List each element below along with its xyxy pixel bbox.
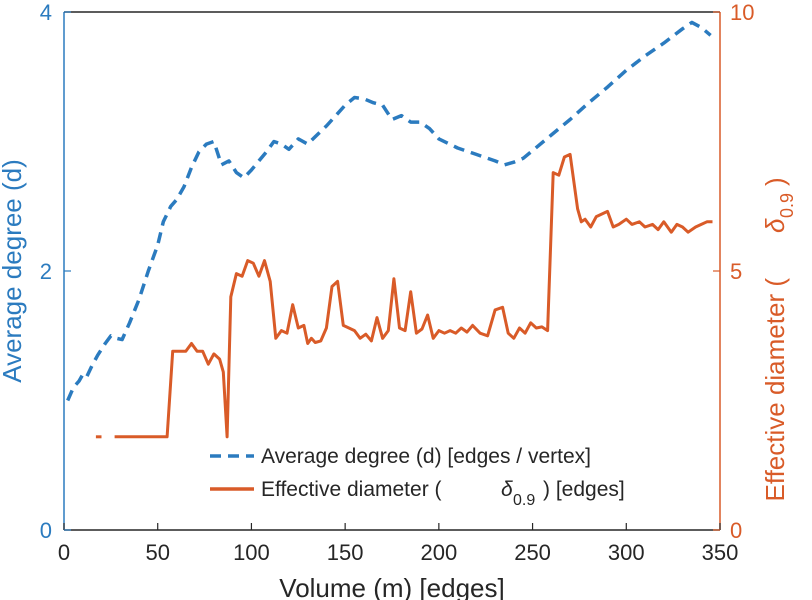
x-ticks: 0 50 100 150 200 250 300 350 [58,523,738,565]
series-group [66,20,713,439]
x-tick-label: 300 [608,540,645,565]
legend-entry-eff-diameter-post: ) [edges] [543,478,625,501]
y-left-ticks: 0 2 4 [40,0,71,543]
y-right-tick-label: 5 [730,259,742,284]
legend-entry-eff-diameter-symbol: δ [501,478,513,501]
y-right-axis-label-sub: 0.9 [777,193,797,218]
y-left-axis-label: Average degree (d) [0,159,27,383]
x-tick-label: 350 [702,540,739,565]
y-left-tick-label: 0 [40,518,52,543]
y-right-axis-label-close: ) [760,177,790,186]
legend-entry-eff-diameter-sub: 0.9 [513,492,535,509]
x-tick-label: 200 [420,540,457,565]
x-tick-label: 0 [58,540,70,565]
y-right-axis-label-symbol: δ [760,218,790,233]
legend: Average degree (d) [edges / vertex] Effe… [210,445,625,509]
y-right-tick-label: 0 [730,518,742,543]
x-tick-label: 100 [233,540,270,565]
series-line-avg-degree [66,20,712,402]
x-tick-label: 50 [145,540,169,565]
series-line-eff-diameter-segment-1 [114,152,713,439]
y-left-tick-label: 4 [40,0,52,25]
x-tick-label: 150 [327,540,364,565]
legend-entry-eff-diameter-pre: Effective diameter ( [261,478,442,501]
y-right-tick-label: 10 [730,0,754,25]
y-right-axis-label-main: Effective diameter ( [760,278,790,502]
y-right-axis-label: Effective diameter ( δ 0.9 ) [760,177,797,501]
y-right-ticks: 0 5 10 [713,0,754,543]
x-axis-label: Volume (m) [edges] [279,573,504,600]
y-left-tick-label: 2 [40,259,52,284]
legend-entry-avg-degree: Average degree (d) [edges / vertex] [261,445,591,468]
x-tick-label: 250 [514,540,551,565]
